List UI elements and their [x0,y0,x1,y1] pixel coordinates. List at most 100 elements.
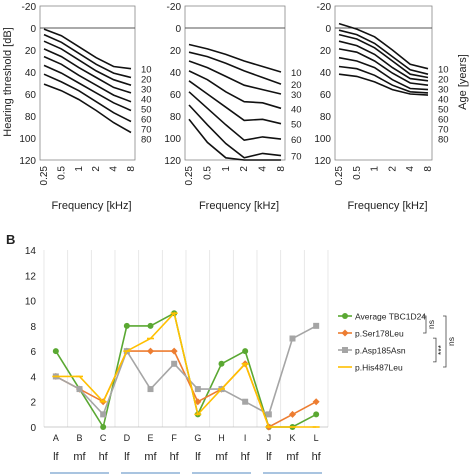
series-label-80: 80 [141,135,152,146]
data-point [265,411,272,418]
series-label-20: 20 [141,75,152,86]
series-label-10: 10 [141,65,152,76]
series-label-60: 60 [438,115,449,126]
category-label: G [194,433,201,443]
y-tick-label: 120 [19,156,36,167]
series-label-30: 30 [438,85,449,96]
legend-label: p.Ser178Leu [355,329,404,339]
x-tick-label: 0.5 [352,166,363,180]
data-point [100,424,107,430]
category-label: E [147,433,153,443]
y-tick-label: 60 [320,90,332,101]
x-tick-label: 4 [405,166,416,172]
age-curve-40 [188,70,282,110]
legend-marker [342,347,348,353]
y-tick-label: 100 [164,134,181,145]
data-point [242,398,249,405]
x-tick-label: 4 [258,166,269,172]
series-label-40: 40 [438,95,449,106]
series-label-20: 20 [291,80,302,91]
age-curve-70 [188,104,282,159]
age-curve-20 [338,29,429,75]
y-tick-label: 120 [164,156,181,167]
y-tick-label: 2 [30,398,36,409]
x-tick-label: 0.25 [39,166,50,186]
age-curve-30 [43,40,132,86]
y-tick-label: 12 [25,271,37,282]
age-curve-80 [188,118,281,161]
y-tick-label: 8 [30,322,36,333]
significance-stars-bracket [433,337,437,363]
series-label-70: 70 [141,125,152,136]
series-label-70: 70 [438,125,449,136]
y-tick-label: 40 [170,68,182,79]
x-tick-label: 8 [276,166,287,172]
y-tick-label: 80 [25,112,37,123]
age-curve-40 [43,48,132,94]
y-tick-label: -20 [167,2,182,13]
group-label: hf [99,451,109,463]
y-tick-label: 20 [25,46,37,57]
category-label: C [100,433,107,443]
age-curve-10 [188,43,282,73]
x-tick-label: 2 [91,166,102,172]
y-tick-label: 4 [30,372,36,383]
x-axis-label: Frequency [kHz] [51,200,131,212]
age-curve-40 [338,40,429,82]
group-label: lf [195,451,201,463]
data-point [289,335,296,342]
y-tick-label: 60 [170,90,182,101]
x-axis-label: Frequency [kHz] [199,200,279,212]
series-label-20: 20 [438,75,449,86]
age-curve-30 [338,33,429,79]
category-label: F [171,433,177,443]
legend-marker [342,313,348,319]
y-tick-label: 0 [30,24,36,35]
y-tick-label: 6 [30,347,36,358]
panel-b-label: B [6,232,15,247]
y-tick-label: 100 [314,134,331,145]
y-tick-label: 14 [25,246,37,257]
hearing-threshold-label: Hearing threshold [dB] [2,27,14,136]
category-label: I [244,433,247,443]
age-curve-10 [338,22,429,70]
group-label: hf [241,451,251,463]
group-label: mf [144,451,157,463]
age-curve-80 [338,73,429,96]
group-label: lf [53,451,59,463]
category-label: H [218,433,225,443]
data-point [313,322,320,329]
data-point [52,348,59,355]
y-tick-label: 20 [170,46,182,57]
y-tick-label: 100 [19,134,36,145]
x-tick-label: 2 [239,166,250,172]
category-label: B [76,433,82,443]
y-tick-label: 120 [314,156,331,167]
data-point [171,360,178,367]
x-tick-label: 2 [387,166,398,172]
y-tick-label: 0 [325,24,331,35]
y-tick-label: 80 [320,112,332,123]
significance-ns-1-label: ns [426,320,436,329]
age-curve-60 [43,64,132,112]
data-point [194,386,201,393]
data-point [147,386,154,393]
series-label-60: 60 [291,135,302,146]
data-point [312,398,320,406]
age-curve-30 [188,60,282,95]
x-tick-label: 1 [221,166,232,172]
x-tick-label: 8 [126,166,137,172]
x-tick-label: 1 [370,166,381,172]
significance-stars-label: *** [436,344,446,355]
x-tick-label: 1 [74,166,85,172]
y-tick-label: 80 [170,112,182,123]
series-label-50: 50 [438,105,449,116]
series-label-60: 60 [141,115,152,126]
data-point [218,360,225,367]
group-label: mf [286,451,299,463]
panel-a: Hearing threshold [dB] Age [years] -20 0 2… [2,2,469,212]
y-tick-label: 10 [25,297,37,308]
data-point [194,398,202,406]
